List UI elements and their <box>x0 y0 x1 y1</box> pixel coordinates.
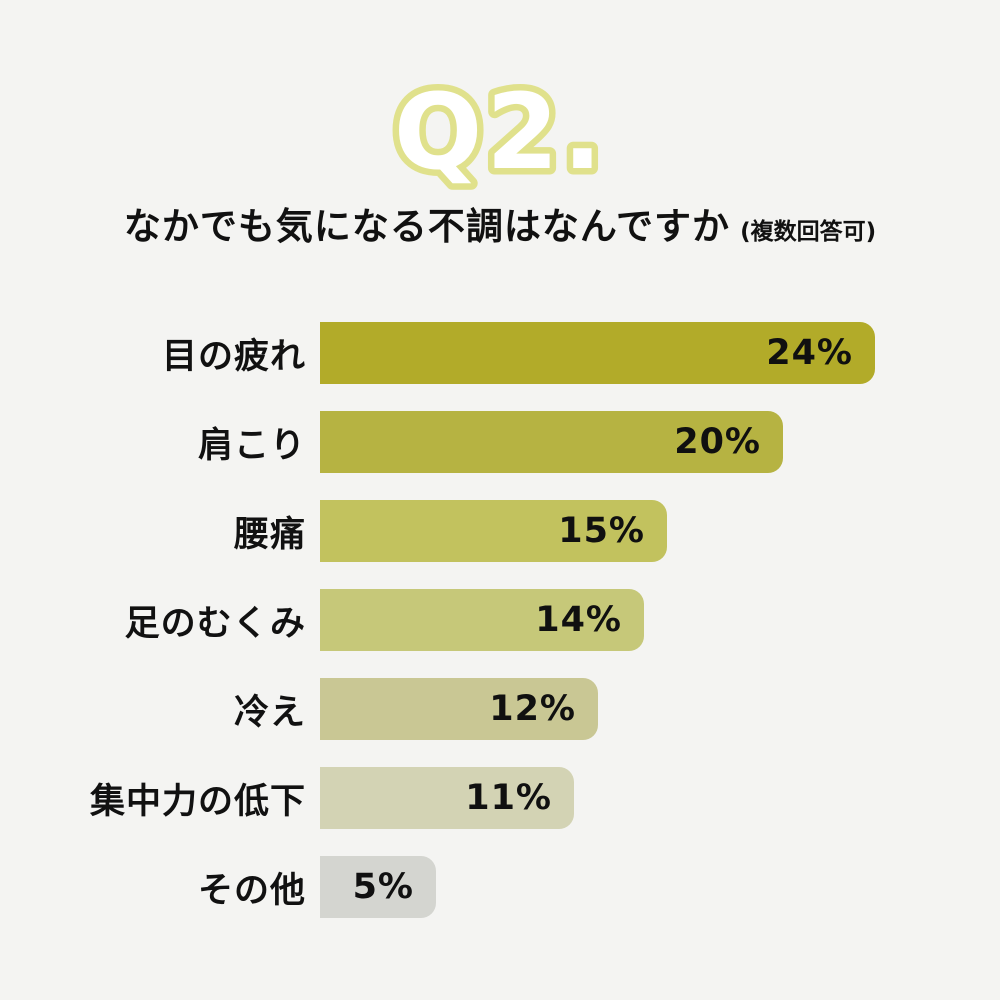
bar-chart: 目の疲れ 24% 肩こり 20% 腰痛 15% 足のむくみ 14% 冷え 12% 集中力の低下 11%… <box>0 322 1000 918</box>
value-label: 12% <box>489 689 576 729</box>
category-label: 冷え <box>233 692 306 733</box>
bar: 5% <box>320 856 436 918</box>
chart-row: 腰痛 15% <box>70 500 1000 562</box>
question-text: なかでも気になる不調はなんですか <box>123 205 731 248</box>
chart-row: 目の疲れ 24% <box>70 322 1000 384</box>
chart-row: 足のむくみ 14% <box>70 589 1000 651</box>
value-label: 11% <box>465 778 552 818</box>
value-label: 14% <box>535 600 622 640</box>
category-label: 目の疲れ <box>161 336 306 377</box>
value-label: 5% <box>352 867 414 907</box>
category-label: その他 <box>197 870 306 911</box>
category-label: 集中力の低下 <box>89 781 306 822</box>
chart-row: 冷え 12% <box>70 678 1000 740</box>
multiple-answers-note: (複数回答可) <box>740 219 877 245</box>
chart-row: 肩こり 20% <box>70 411 1000 473</box>
chart-row: その他 5% <box>70 856 1000 918</box>
bar: 12% <box>320 678 598 740</box>
category-label: 肩こり <box>197 425 306 466</box>
category-label: 腰痛 <box>233 514 306 555</box>
bar: 15% <box>320 500 667 562</box>
question-text-line: なかでも気になる不調はなんですか (複数回答可) <box>0 196 1000 250</box>
bar: 24% <box>320 322 875 384</box>
chart-row: 集中力の低下 11% <box>70 767 1000 829</box>
value-label: 15% <box>558 511 645 551</box>
category-label: 足のむくみ <box>124 603 306 644</box>
question-number-block: Q2. <box>0 62 1000 195</box>
value-label: 20% <box>674 422 761 462</box>
question-number-label: Q2. <box>394 71 606 193</box>
bar: 11% <box>320 767 574 829</box>
value-label: 24% <box>766 333 853 373</box>
bar: 14% <box>320 589 644 651</box>
bar: 20% <box>320 411 783 473</box>
question-number-outlined-text: Q2. <box>387 65 608 195</box>
